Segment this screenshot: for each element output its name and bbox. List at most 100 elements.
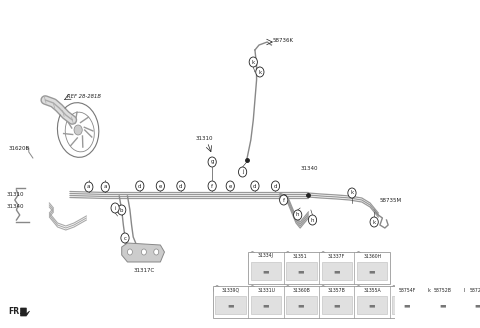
Circle shape <box>239 167 247 177</box>
Circle shape <box>154 249 159 255</box>
Circle shape <box>156 181 165 191</box>
Bar <box>392 296 423 314</box>
Text: 31357B: 31357B <box>328 288 346 293</box>
Circle shape <box>294 210 302 220</box>
Text: 31310: 31310 <box>7 193 24 197</box>
Text: d: d <box>357 254 360 258</box>
Text: 31340: 31340 <box>300 166 318 171</box>
Circle shape <box>249 252 256 260</box>
Circle shape <box>370 217 378 227</box>
Circle shape <box>249 286 256 294</box>
Text: a: a <box>104 184 107 190</box>
Text: k: k <box>372 219 376 224</box>
Text: e: e <box>159 183 162 189</box>
Circle shape <box>74 125 82 135</box>
Text: ▬: ▬ <box>439 302 446 308</box>
Circle shape <box>320 252 326 260</box>
Text: k: k <box>350 191 354 195</box>
Text: h: h <box>311 217 314 222</box>
Circle shape <box>320 286 326 294</box>
Text: 31360B: 31360B <box>293 288 311 293</box>
Text: g: g <box>286 288 289 293</box>
Bar <box>213 286 480 318</box>
Bar <box>251 262 281 280</box>
Polygon shape <box>122 243 165 262</box>
Text: d: d <box>138 183 142 189</box>
Text: i: i <box>358 288 359 293</box>
Bar <box>357 262 387 280</box>
Text: 58723: 58723 <box>469 288 480 293</box>
Text: ▬: ▬ <box>227 302 234 308</box>
Bar <box>428 296 458 314</box>
Circle shape <box>271 181 279 191</box>
Circle shape <box>308 215 317 225</box>
Text: 31317C: 31317C <box>133 268 155 273</box>
Circle shape <box>118 205 126 215</box>
Text: k: k <box>428 288 431 293</box>
Bar <box>286 262 317 280</box>
Bar <box>357 296 387 314</box>
Text: 31331U: 31331U <box>257 288 276 293</box>
Text: f: f <box>252 288 253 293</box>
Bar <box>248 252 390 284</box>
Text: a: a <box>87 184 91 190</box>
Text: l: l <box>464 288 465 293</box>
Text: 31339Q: 31339Q <box>222 288 240 293</box>
Bar <box>216 296 246 314</box>
Text: h: h <box>322 288 325 293</box>
Text: ▬: ▬ <box>474 302 480 308</box>
Circle shape <box>348 188 356 198</box>
Text: j: j <box>393 288 395 293</box>
Circle shape <box>391 286 397 294</box>
Bar <box>322 262 352 280</box>
Text: 31355A: 31355A <box>363 288 381 293</box>
Text: FR.: FR. <box>8 308 23 317</box>
Text: b: b <box>120 208 123 213</box>
Circle shape <box>136 181 144 191</box>
Circle shape <box>251 181 259 191</box>
Text: ▬: ▬ <box>262 268 269 274</box>
Text: j: j <box>242 170 243 174</box>
Text: 58752B: 58752B <box>434 288 452 293</box>
Text: k: k <box>252 59 255 65</box>
Circle shape <box>111 203 119 213</box>
Text: d: d <box>253 183 257 189</box>
Text: c: c <box>322 254 324 258</box>
Circle shape <box>256 67 264 77</box>
Circle shape <box>279 195 288 205</box>
Circle shape <box>84 182 93 192</box>
Circle shape <box>121 233 129 243</box>
Circle shape <box>142 249 146 255</box>
Text: 58736K: 58736K <box>273 37 294 43</box>
Text: a: a <box>251 254 254 258</box>
Circle shape <box>208 157 216 167</box>
Text: i: i <box>114 206 116 211</box>
Circle shape <box>128 249 132 255</box>
Text: d: d <box>179 183 183 189</box>
Text: 31351: 31351 <box>293 254 307 258</box>
Circle shape <box>461 286 468 294</box>
Text: ▬: ▬ <box>298 268 304 274</box>
Circle shape <box>101 182 109 192</box>
Text: ▬: ▬ <box>368 302 375 308</box>
Circle shape <box>355 252 362 260</box>
Text: e: e <box>216 288 218 293</box>
Text: REF 28-281B: REF 28-281B <box>67 93 101 98</box>
Text: f: f <box>283 197 285 202</box>
Text: k: k <box>258 70 262 74</box>
Text: e: e <box>228 183 232 189</box>
Text: 58754F: 58754F <box>399 288 416 293</box>
Circle shape <box>249 57 257 67</box>
Text: ▬: ▬ <box>404 302 410 308</box>
Text: d: d <box>274 183 277 189</box>
Text: 31337F: 31337F <box>328 254 346 258</box>
Text: 31310: 31310 <box>195 135 213 140</box>
Bar <box>463 296 480 314</box>
Text: 31360H: 31360H <box>363 254 382 258</box>
Text: ▬: ▬ <box>333 268 340 274</box>
Text: 31334J: 31334J <box>257 254 273 258</box>
Text: h: h <box>296 213 300 217</box>
Circle shape <box>226 181 234 191</box>
Bar <box>286 296 317 314</box>
Circle shape <box>177 181 185 191</box>
